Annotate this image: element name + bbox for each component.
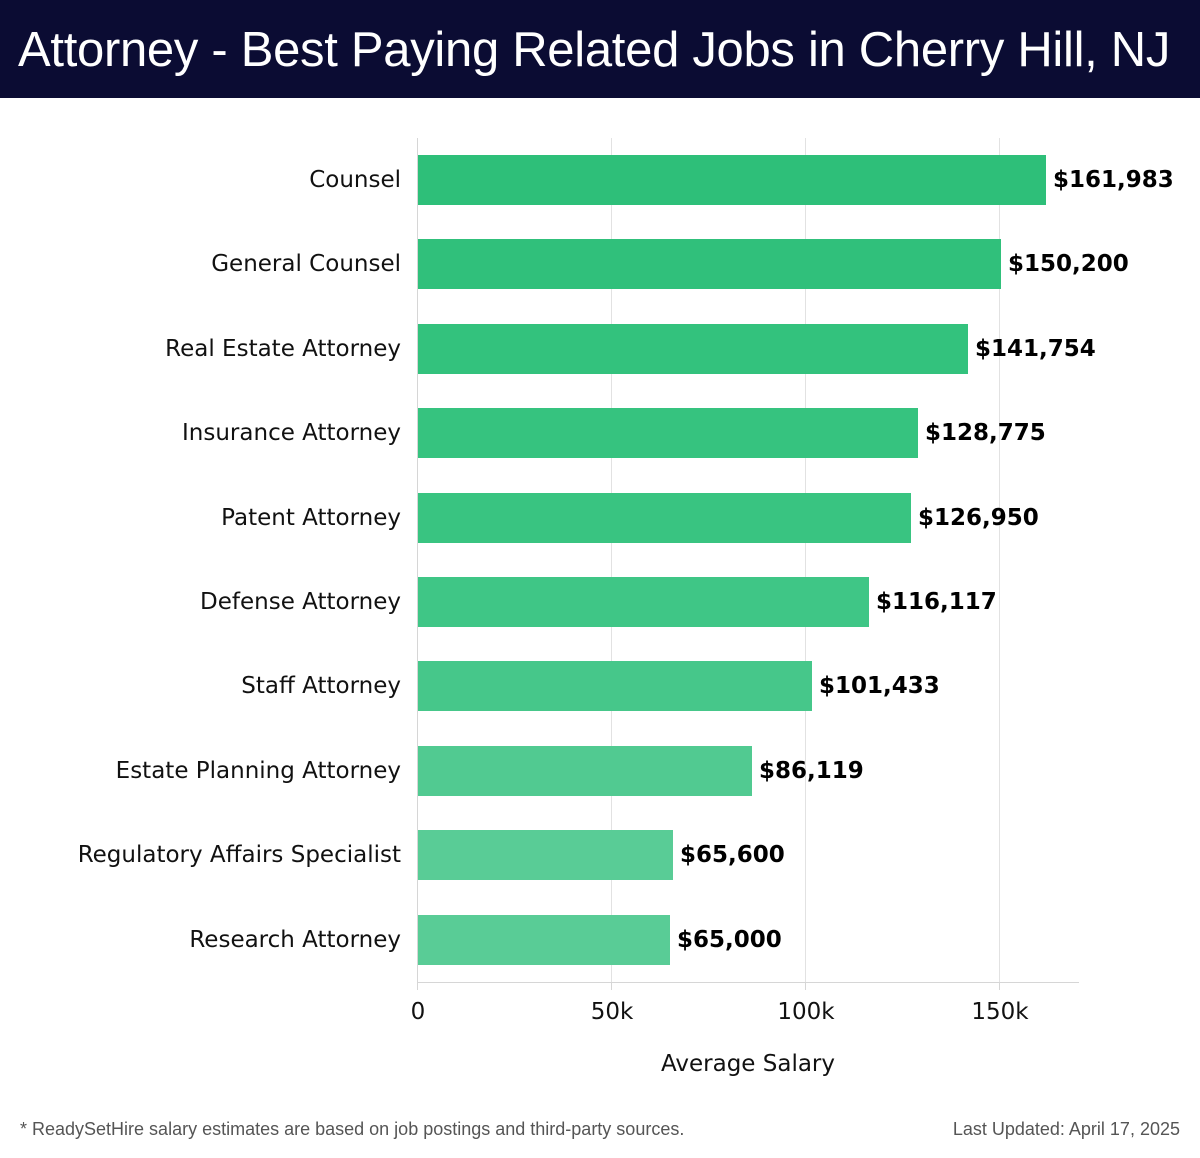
category-label: Staff Attorney — [241, 673, 401, 699]
value-label: $141,754 — [975, 336, 1096, 362]
value-label: $161,983 — [1053, 167, 1174, 193]
bar-row: Staff Attorney $101,433 — [0, 661, 1200, 711]
category-label: Insurance Attorney — [182, 420, 401, 446]
y-axis-line — [417, 138, 418, 983]
bar-row: Real Estate Attorney $141,754 — [0, 324, 1200, 374]
bar-row: Defense Attorney $116,117 — [0, 577, 1200, 627]
salary-bar[interactable] — [418, 577, 869, 627]
salary-bar[interactable] — [418, 746, 752, 796]
value-label: $101,433 — [819, 673, 940, 699]
salary-bar[interactable] — [418, 661, 812, 711]
category-label: Research Attorney — [189, 927, 401, 953]
title-banner: Attorney - Best Paying Related Jobs in C… — [0, 0, 1200, 98]
category-label: Real Estate Attorney — [165, 336, 401, 362]
category-label: Defense Attorney — [200, 589, 401, 615]
category-label: Regulatory Affairs Specialist — [77, 842, 401, 868]
salary-bar[interactable] — [418, 830, 673, 880]
salary-bar[interactable] — [418, 324, 968, 374]
bar-row: Research Attorney $65,000 — [0, 915, 1200, 965]
gridline — [999, 138, 1000, 982]
x-tick-label: 0 — [410, 999, 426, 1025]
category-label: Counsel — [309, 167, 401, 193]
value-label: $150,200 — [1008, 251, 1129, 277]
value-label: $128,775 — [925, 420, 1046, 446]
x-tick-mark — [999, 982, 1000, 990]
category-label: Estate Planning Attorney — [115, 758, 401, 784]
x-tick-mark — [611, 982, 612, 990]
chart-title: Attorney - Best Paying Related Jobs in C… — [18, 23, 1171, 77]
x-tick-mark — [805, 982, 806, 990]
value-label: $86,119 — [759, 758, 864, 784]
gridline — [805, 138, 806, 982]
x-tick-label: 100k — [777, 999, 835, 1025]
footer-disclaimer: * ReadySetHire salary estimates are base… — [20, 1119, 685, 1139]
category-label: Patent Attorney — [221, 505, 401, 531]
category-label: General Counsel — [211, 251, 401, 277]
salary-bar[interactable] — [418, 239, 1001, 289]
last-updated: Last Updated: April 17, 2025 — [952, 1119, 1180, 1139]
value-label: $65,600 — [680, 842, 785, 868]
x-tick-label: 150k — [971, 999, 1029, 1025]
salary-bar[interactable] — [418, 493, 911, 543]
bar-row: Counsel $161,983 — [0, 155, 1200, 205]
bar-row: General Counsel $150,200 — [0, 239, 1200, 289]
value-label: $65,000 — [677, 927, 782, 953]
x-tick-label: 50k — [590, 999, 634, 1025]
value-label: $116,117 — [876, 589, 997, 615]
bar-row: Estate Planning Attorney $86,119 — [0, 746, 1200, 796]
salary-bar[interactable] — [418, 408, 918, 458]
bar-row: Patent Attorney $126,950 — [0, 493, 1200, 543]
bar-row: Regulatory Affairs Specialist $65,600 — [0, 830, 1200, 880]
salary-bar[interactable] — [418, 915, 670, 965]
x-axis-line — [417, 982, 1079, 983]
salary-bar[interactable] — [418, 155, 1046, 205]
value-label: $126,950 — [918, 505, 1039, 531]
bar-row: Insurance Attorney $128,775 — [0, 408, 1200, 458]
x-tick-mark — [417, 982, 418, 990]
gridline — [611, 138, 612, 982]
x-axis-title: Average Salary — [660, 1051, 836, 1077]
